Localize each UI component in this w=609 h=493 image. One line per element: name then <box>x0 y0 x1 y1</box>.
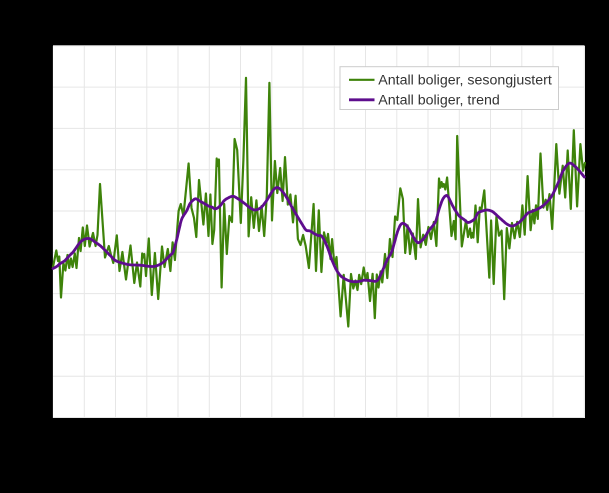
svg-text:Antall boliger, sesongjustert: Antall boliger, sesongjustert <box>378 72 552 88</box>
svg-text:Antall boliger, trend: Antall boliger, trend <box>378 93 499 109</box>
